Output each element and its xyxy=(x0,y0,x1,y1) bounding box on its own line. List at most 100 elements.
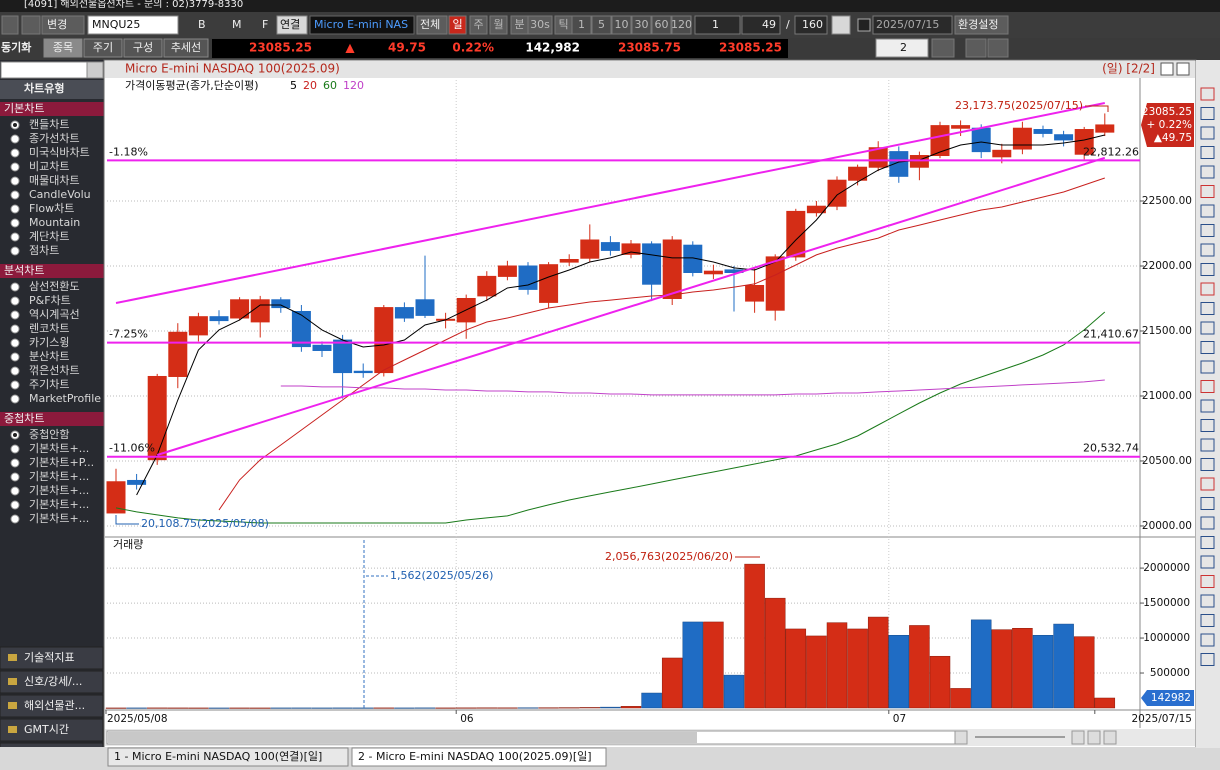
sidebar-item[interactable]: 카기스윙 xyxy=(29,336,69,349)
sidebar-item[interactable]: 삼선전환도 xyxy=(29,280,80,293)
tool-icon[interactable] xyxy=(1200,380,1215,393)
radio[interactable] xyxy=(10,394,20,404)
radio[interactable] xyxy=(10,218,20,228)
quote-tab[interactable] xyxy=(83,38,123,58)
quote-tab[interactable] xyxy=(123,38,163,58)
tool-icon[interactable] xyxy=(1200,165,1215,179)
sidebar-item[interactable]: 기본차트+... xyxy=(29,470,89,483)
footer-button[interactable] xyxy=(0,670,104,694)
radio[interactable] xyxy=(10,380,20,390)
tool-icon[interactable] xyxy=(1200,497,1215,510)
sidebar-item[interactable]: 기본차트+... xyxy=(29,512,89,525)
tool-icon[interactable] xyxy=(1200,633,1215,647)
sidebar-item[interactable]: 분산차트 xyxy=(29,350,69,363)
period-button[interactable] xyxy=(527,15,553,35)
radio[interactable] xyxy=(10,148,20,158)
interval-button[interactable] xyxy=(631,15,652,35)
period-button[interactable] xyxy=(448,15,467,35)
interval-button[interactable] xyxy=(571,15,592,35)
tool-icon[interactable] xyxy=(1200,126,1215,140)
tab[interactable] xyxy=(351,747,607,767)
radio[interactable] xyxy=(10,338,20,348)
sidebar-item[interactable]: 기본차트+... xyxy=(29,484,89,497)
tool-icon[interactable] xyxy=(1200,536,1215,549)
tool-icon[interactable] xyxy=(1200,87,1215,101)
search-m[interactable]: M xyxy=(232,18,242,31)
sidebar-item[interactable]: MarketProfile xyxy=(29,392,101,405)
sidebar-item[interactable]: 주기차트 xyxy=(29,378,69,391)
radio[interactable] xyxy=(10,134,20,144)
tool-icon[interactable] xyxy=(1200,653,1215,666)
radio[interactable] xyxy=(10,514,20,524)
radio[interactable] xyxy=(10,472,20,482)
radio[interactable] xyxy=(10,500,20,510)
add-button[interactable] xyxy=(931,38,955,58)
footer-button[interactable] xyxy=(0,718,104,742)
sidebar-item[interactable]: Flow차트 xyxy=(29,202,74,215)
sidebar-item[interactable]: 점차트 xyxy=(29,244,59,257)
radio[interactable] xyxy=(10,366,20,376)
scroll-arrow[interactable] xyxy=(954,730,968,745)
sidebar-item[interactable]: 기본차트+... xyxy=(29,442,89,455)
next-button[interactable] xyxy=(1103,730,1117,745)
tool-icon[interactable] xyxy=(1200,458,1215,471)
sidebar-item[interactable]: 기본차트+... xyxy=(29,498,89,511)
sidebar-item[interactable]: 비교차트 xyxy=(29,160,69,173)
radio[interactable] xyxy=(10,162,20,172)
footer-button[interactable] xyxy=(0,646,104,670)
tool-icon[interactable] xyxy=(1200,575,1215,588)
tool-icon[interactable] xyxy=(1200,341,1215,354)
window-button[interactable] xyxy=(1160,62,1174,76)
tool-icon[interactable] xyxy=(1200,107,1215,120)
tool-icon[interactable] xyxy=(1200,321,1215,335)
radio[interactable] xyxy=(10,310,20,320)
tool-icon[interactable] xyxy=(1200,146,1215,159)
layout-select[interactable] xyxy=(875,38,929,58)
icon-button[interactable] xyxy=(1,15,19,35)
zoom-button[interactable] xyxy=(831,15,851,35)
sidebar-item[interactable]: 꺾은선차트 xyxy=(29,364,80,377)
tool-icon[interactable] xyxy=(1200,419,1215,432)
radio[interactable] xyxy=(10,324,20,334)
tool-icon[interactable] xyxy=(1200,360,1215,374)
sync-label[interactable]: 동기화 xyxy=(1,40,31,54)
tool-icon[interactable] xyxy=(1200,224,1215,237)
tool-icon[interactable] xyxy=(1200,438,1215,452)
tool-icon[interactable] xyxy=(1200,614,1215,627)
search-f[interactable]: F xyxy=(262,18,268,31)
interval-button[interactable] xyxy=(611,15,632,35)
sidebar-item[interactable]: 캔들차트 xyxy=(29,118,69,131)
stop-button[interactable] xyxy=(1087,730,1101,745)
checkbox[interactable] xyxy=(857,18,871,32)
sidebar-search[interactable] xyxy=(0,61,88,79)
all-button[interactable] xyxy=(416,15,448,35)
close-button[interactable] xyxy=(1176,62,1190,76)
search-b[interactable]: B xyxy=(198,18,206,31)
count-input[interactable] xyxy=(741,15,781,35)
radio[interactable] xyxy=(10,282,20,292)
tool-icon[interactable] xyxy=(1200,594,1215,608)
sidebar-item[interactable]: 매물대차트 xyxy=(29,174,80,187)
tool-icon[interactable] xyxy=(1200,204,1215,218)
symbol-input[interactable] xyxy=(87,15,179,35)
sidebar-item[interactable]: 역시계곡선 xyxy=(29,308,80,321)
tool-icon[interactable] xyxy=(1200,555,1215,569)
radio[interactable] xyxy=(10,486,20,496)
radio[interactable] xyxy=(10,296,20,306)
tab[interactable] xyxy=(107,747,349,767)
radio[interactable] xyxy=(10,204,20,214)
tool-icon[interactable] xyxy=(1200,516,1215,530)
change-button[interactable] xyxy=(41,15,85,35)
unit-input[interactable] xyxy=(694,15,741,35)
sidebar-item[interactable]: 기본차트+P... xyxy=(29,456,94,469)
radio[interactable] xyxy=(10,444,20,454)
link-button[interactable] xyxy=(276,15,308,35)
tool-icon[interactable] xyxy=(1200,399,1215,413)
sidebar-item[interactable]: 중첩안함 xyxy=(29,428,69,441)
radio[interactable] xyxy=(10,458,20,468)
icon-button[interactable] xyxy=(965,38,987,58)
sidebar-item[interactable]: 렌코차트 xyxy=(29,322,69,335)
interval-button[interactable] xyxy=(591,15,612,35)
sidebar-item[interactable]: P&F차트 xyxy=(29,294,71,307)
radio[interactable] xyxy=(10,190,20,200)
